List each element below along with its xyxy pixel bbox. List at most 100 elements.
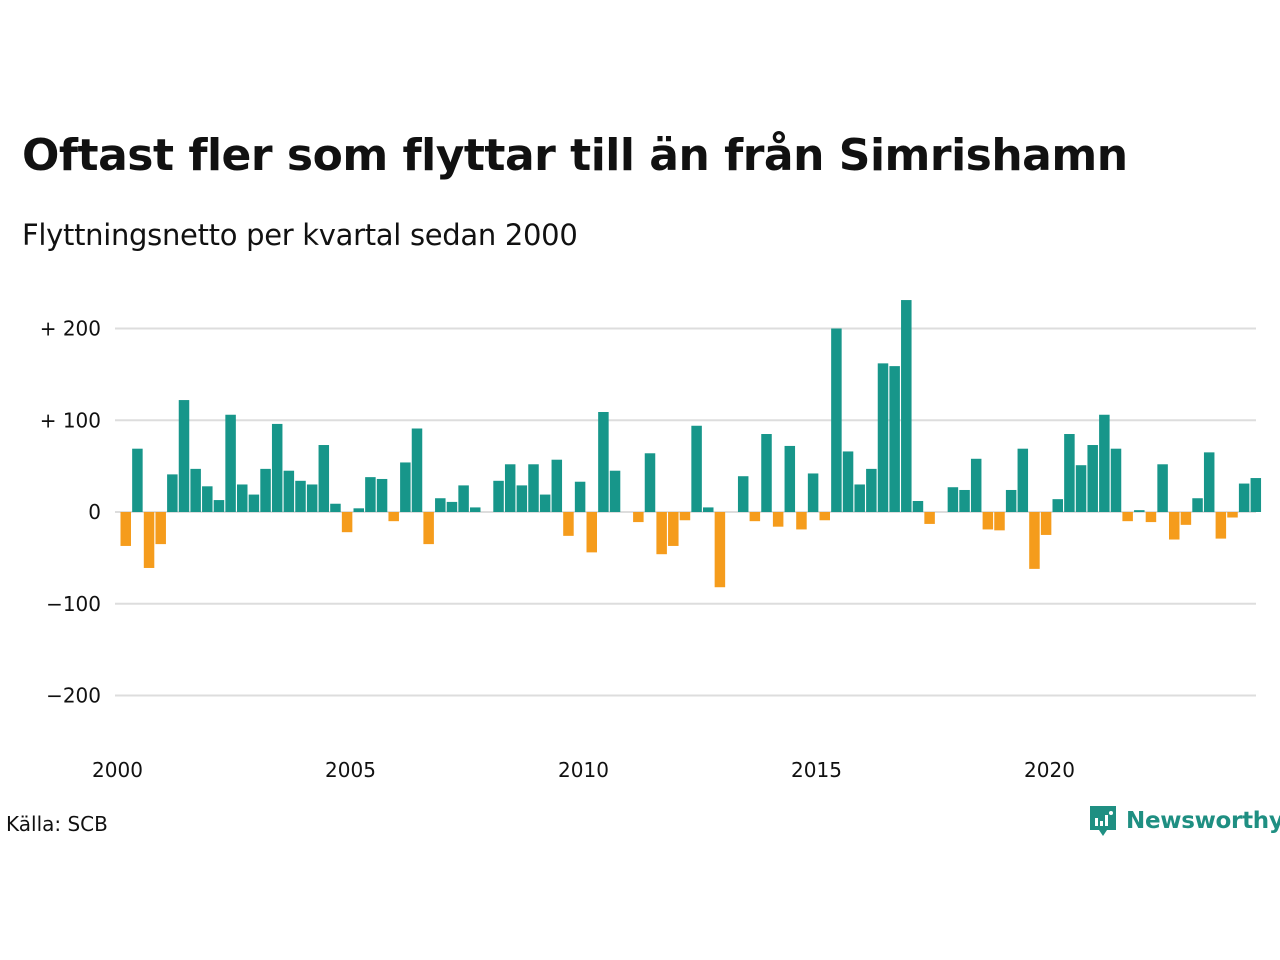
- bar: [994, 512, 1005, 531]
- chart-title: Oftast fler som flyttar till än från Sim…: [22, 130, 1128, 181]
- bar: [1215, 512, 1227, 539]
- bar: [749, 512, 761, 522]
- bar: [1134, 510, 1145, 512]
- bar: [761, 434, 772, 512]
- bar: [551, 459, 563, 512]
- bar: [842, 451, 854, 512]
- newsworthy-brand-name: Newsworthy: [1126, 808, 1280, 834]
- bar: [411, 428, 423, 512]
- bar: [423, 512, 434, 545]
- bar: [982, 512, 994, 530]
- bar: [924, 512, 935, 524]
- bar: [703, 507, 714, 512]
- bar: [213, 500, 225, 512]
- y-tick-label: −200: [46, 684, 101, 708]
- bar: [772, 512, 784, 527]
- bar: [1029, 512, 1040, 569]
- bar: [306, 484, 318, 512]
- x-tick-label: 2020: [1024, 758, 1075, 782]
- bar: [831, 328, 842, 512]
- bar: [353, 508, 364, 512]
- bar: [1052, 499, 1063, 512]
- bar: [283, 470, 295, 512]
- x-tick-label: 2015: [791, 758, 842, 782]
- bar: [178, 400, 190, 512]
- bar: [563, 512, 574, 536]
- bar: [400, 462, 411, 512]
- bar: [691, 425, 702, 512]
- bar: [1122, 512, 1133, 522]
- bar: [796, 512, 807, 530]
- bar: [912, 500, 924, 512]
- bar: [854, 484, 865, 512]
- bar: [877, 363, 889, 512]
- bar: [1110, 448, 1122, 512]
- bar: [644, 453, 656, 512]
- bar: [1238, 483, 1250, 512]
- bar: [819, 512, 830, 521]
- bar: [1145, 512, 1157, 523]
- bar: [190, 468, 201, 512]
- bar: [388, 512, 399, 522]
- bar: [376, 478, 388, 512]
- bar: [1064, 434, 1075, 512]
- bar: [586, 512, 597, 553]
- bar: [167, 474, 178, 512]
- bar: [504, 464, 516, 512]
- bar: [609, 470, 621, 512]
- y-tick-label: + 100: [40, 408, 101, 432]
- bar: [1203, 452, 1215, 512]
- bar: [598, 411, 609, 512]
- bar: [295, 480, 306, 512]
- bar: [1075, 465, 1087, 512]
- bar: [959, 489, 970, 512]
- bar: [1087, 445, 1098, 512]
- bar: [1040, 512, 1052, 535]
- bar: [947, 487, 959, 512]
- bar: [143, 512, 155, 568]
- bar: [633, 512, 644, 523]
- x-tick-label: 2005: [325, 758, 376, 782]
- bar: [528, 464, 539, 512]
- bar: [318, 445, 330, 512]
- bar: [1157, 464, 1168, 512]
- bar: [237, 484, 248, 512]
- bar: [668, 512, 679, 546]
- bar: [679, 512, 691, 521]
- bar: [714, 512, 726, 588]
- bar: [574, 481, 586, 512]
- bar: [202, 486, 213, 512]
- bar: [1099, 414, 1110, 512]
- chart-subtitle: Flyttningsnetto per kvartal sedan 2000: [22, 218, 578, 252]
- bar: [1227, 512, 1238, 518]
- bar: [493, 480, 504, 512]
- bar: [435, 498, 446, 512]
- bar-chart: + 200 + 100 0 −100 −200 2000 2005 2010 2015 2020: [40, 300, 1262, 782]
- bar: [260, 468, 271, 512]
- bar: [737, 476, 749, 512]
- bar: [866, 468, 877, 512]
- bar: [132, 448, 143, 512]
- bar: [656, 512, 667, 555]
- bar: [901, 300, 912, 512]
- bar: [365, 477, 376, 512]
- bar: [516, 485, 528, 512]
- bar: [225, 414, 236, 512]
- bar: [120, 512, 131, 546]
- bar: [446, 501, 458, 512]
- x-tick-label: 2010: [558, 758, 609, 782]
- bar: [1169, 512, 1180, 540]
- bar: [470, 507, 481, 512]
- bar: [271, 423, 283, 512]
- bar: [1017, 448, 1029, 512]
- bar: [458, 485, 469, 512]
- newsworthy-logo: Newsworthy: [1088, 804, 1280, 838]
- bar: [1250, 478, 1262, 512]
- x-tick-label: 2000: [92, 758, 143, 782]
- bar: [807, 473, 819, 512]
- y-tick-label: 0: [88, 500, 101, 524]
- source-note: Källa: SCB: [6, 812, 108, 836]
- y-tick-label: −100: [46, 592, 101, 616]
- bar: [784, 445, 796, 512]
- newsworthy-logo-icon: [1090, 806, 1116, 836]
